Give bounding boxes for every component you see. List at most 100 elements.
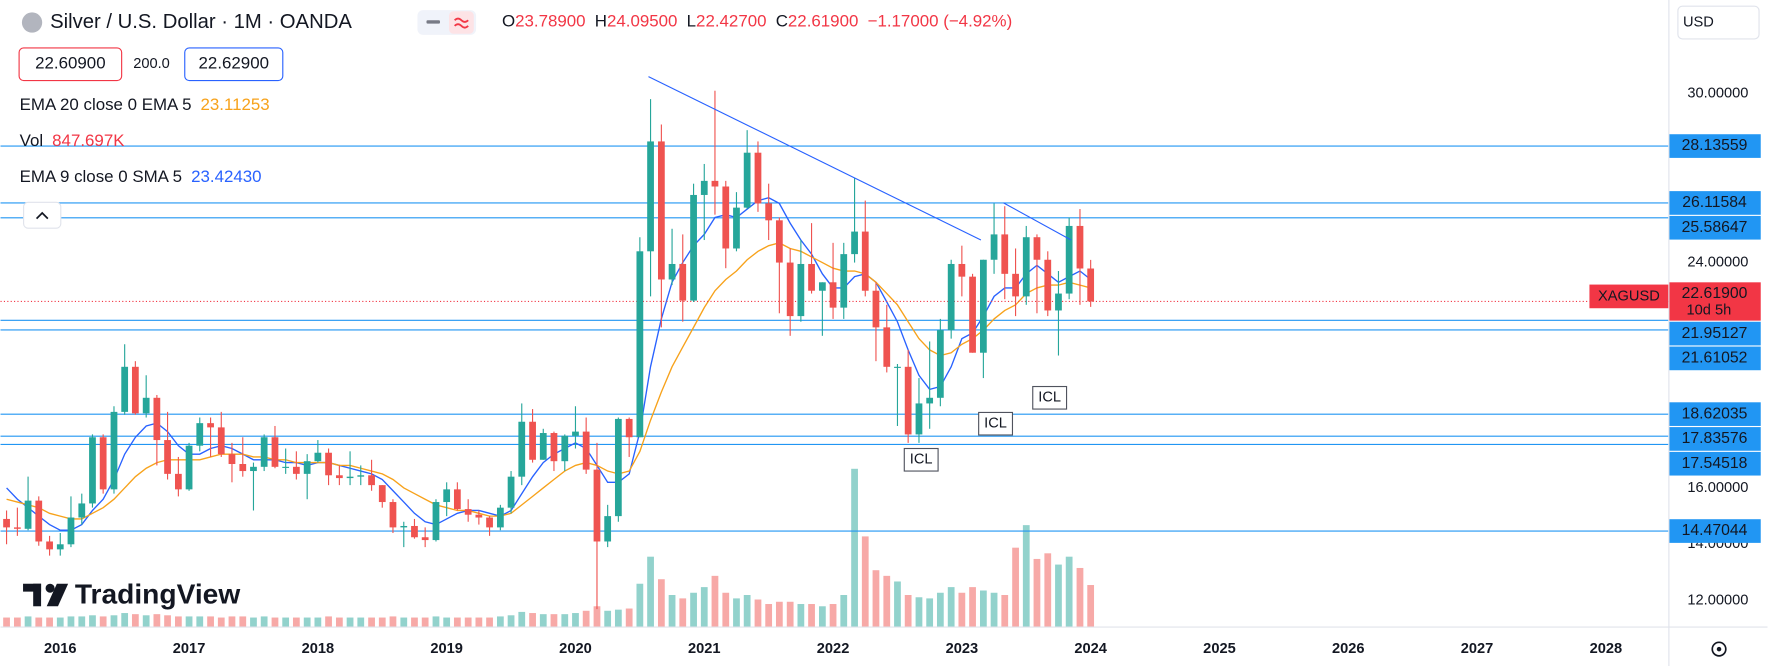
volume-bar <box>110 615 118 627</box>
level-label-box <box>1669 427 1761 451</box>
symbol-label-box <box>1589 284 1669 309</box>
volume-bar <box>979 590 987 627</box>
volume-bar <box>851 468 858 627</box>
candle-body <box>239 464 247 472</box>
collapse-button[interactable] <box>23 201 62 229</box>
settings-icon <box>1716 646 1722 652</box>
candle-body <box>164 440 171 474</box>
candle-body <box>593 469 601 542</box>
volume-bar <box>507 615 515 627</box>
indicator-value: 23.11253 <box>200 95 269 114</box>
volume-bar <box>936 592 944 627</box>
candle-body <box>775 220 783 263</box>
candle-body <box>400 525 408 528</box>
volume-bar <box>926 598 934 627</box>
volume-bar <box>174 616 182 627</box>
axis-layer: 12.0000014.0000016.0000024.0000030.00000… <box>44 85 1761 657</box>
volume-bar <box>636 583 644 627</box>
candle-body <box>13 527 21 529</box>
candle-body <box>840 254 848 308</box>
candle-body <box>67 517 75 545</box>
level-label: 21.95127 <box>1682 325 1748 342</box>
volume-bar <box>829 604 837 627</box>
level-label: 21.61052 <box>1682 350 1748 367</box>
volume-bar <box>529 613 536 627</box>
x-tick-label: 2022 <box>817 641 850 657</box>
candle-body <box>453 489 461 510</box>
volume-bar <box>1012 547 1019 627</box>
x-tick-label: 2017 <box>173 641 206 657</box>
candle-body <box>292 466 300 474</box>
candle-body <box>743 152 751 208</box>
volume-bar <box>561 614 569 627</box>
x-tick-label: 2020 <box>559 641 592 657</box>
volume-bar <box>432 616 440 627</box>
candle-body <box>1044 259 1052 311</box>
candle-body <box>282 466 290 468</box>
volume-bar <box>1076 567 1084 627</box>
volume-bar <box>453 617 461 627</box>
candle-body <box>110 411 118 490</box>
volume-bar <box>969 587 976 627</box>
volume-bar <box>346 617 354 627</box>
candle-body <box>1033 237 1041 260</box>
settings-button[interactable] <box>1711 641 1727 657</box>
candle-body <box>894 366 901 368</box>
bid-box[interactable] <box>18 47 123 82</box>
volume-bar <box>335 617 343 627</box>
volume-bar <box>185 616 193 627</box>
level-label: 18.62035 <box>1682 405 1748 422</box>
logo-mark <box>33 583 42 607</box>
indicator-legend: EMA 20 close 0 EMA 5 23.11253 <box>20 95 270 114</box>
candle-body <box>1001 234 1009 274</box>
volume-bar <box>1033 558 1041 627</box>
volume-bar <box>797 604 805 627</box>
currency: USD <box>1683 14 1714 30</box>
y-tick-label: 24.00000 <box>1687 254 1748 270</box>
indicator-name: EMA 9 close 0 SMA 5 <box>20 168 182 187</box>
volume-bar <box>765 604 773 627</box>
volume-bar <box>486 617 493 627</box>
volume-layer <box>3 468 1095 627</box>
logo-mark <box>23 583 42 592</box>
currency-button[interactable] <box>1677 5 1760 40</box>
candle-body <box>368 475 375 486</box>
volume-bar <box>46 617 53 627</box>
volume-bar <box>550 614 558 627</box>
logo: TradingView <box>23 578 240 610</box>
volume-bar <box>99 616 107 627</box>
candle-body <box>432 502 440 541</box>
candle-body <box>797 263 805 317</box>
candle-body <box>99 437 107 490</box>
volume-bar <box>282 617 290 627</box>
countdown-label: 10d 5h <box>1687 302 1732 318</box>
volume-bar <box>733 598 740 627</box>
x-tick-label: 2024 <box>1074 641 1107 657</box>
candle-body <box>56 544 64 550</box>
ohlc-value: 22.42700 <box>696 12 766 31</box>
volume-bar <box>56 617 64 627</box>
candle-body <box>625 418 633 438</box>
candle-body <box>260 437 268 467</box>
annotation-layer: ICL ICL ICL <box>903 385 1068 472</box>
annotation-box <box>1032 385 1068 410</box>
ohlc-value: 22.61900 <box>788 12 858 31</box>
chevron-icon <box>35 211 49 220</box>
x-tick-label: 2028 <box>1590 641 1623 657</box>
candle-body <box>421 537 429 541</box>
level-label: 17.83576 <box>1682 430 1748 447</box>
pill-icon <box>426 20 440 24</box>
volume-bar <box>89 615 96 627</box>
candle-body <box>389 502 397 528</box>
symbol-title: Silver / U.S. Dollar · 1M · OANDA <box>50 11 352 33</box>
level-label: 26.11584 <box>1682 194 1747 211</box>
ask-box[interactable] <box>184 47 284 82</box>
candle-body <box>121 366 129 412</box>
x-tick-label: 2026 <box>1332 641 1365 657</box>
level-label-box <box>1669 346 1761 371</box>
candle-body <box>131 366 139 414</box>
volume-bar <box>443 617 451 627</box>
candle-body <box>979 259 987 353</box>
indicator-legend: Vol 847.697K <box>20 131 126 150</box>
